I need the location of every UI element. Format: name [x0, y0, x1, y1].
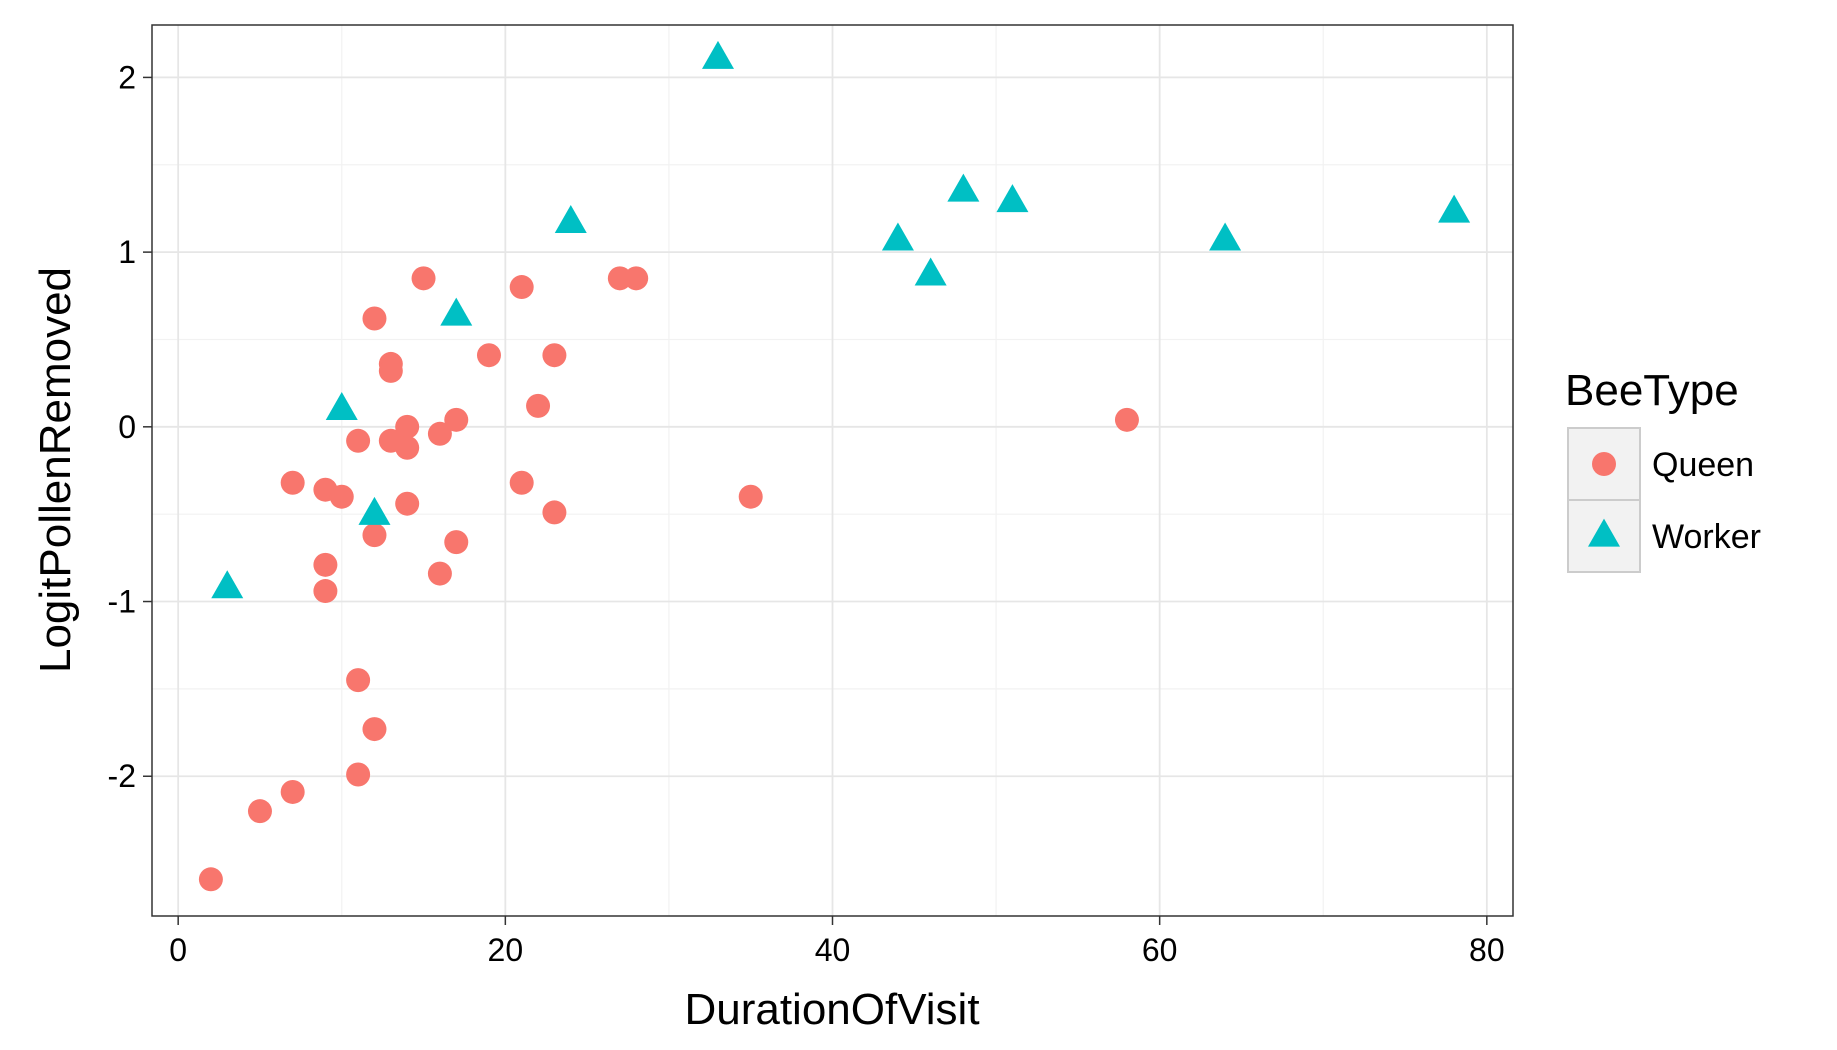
worker-point — [881, 222, 914, 251]
y-axis: -2 -1 0 1 2 — [108, 59, 152, 794]
queen-point — [313, 579, 338, 604]
worker-point — [440, 297, 473, 326]
queen-point — [1114, 407, 1139, 432]
queen-point — [346, 762, 371, 787]
queen-point — [280, 779, 305, 804]
queen-point — [526, 393, 551, 418]
queen-point — [247, 799, 272, 824]
x-tick-label: 40 — [815, 932, 851, 968]
x-tick-label: 20 — [488, 932, 524, 968]
worker-point — [358, 496, 391, 525]
worker-point — [996, 184, 1029, 213]
queen-point — [329, 484, 354, 509]
worker-point — [914, 257, 947, 286]
y-tick-label: -2 — [108, 758, 136, 794]
queen-point — [395, 414, 420, 439]
queen-point — [362, 717, 387, 742]
legend-key-queen — [1592, 452, 1616, 476]
queen-point — [427, 561, 452, 586]
queen-point — [346, 668, 371, 693]
y-axis-title: LogitPollenRemoved — [31, 267, 80, 673]
worker-point — [554, 205, 587, 234]
queen-point — [542, 343, 567, 368]
x-axis: 0 20 40 60 80 — [169, 916, 1505, 968]
queen-point — [509, 470, 534, 495]
queen-point — [444, 530, 469, 555]
x-axis-title: DurationOfVisit — [684, 985, 979, 1034]
legend-label: Queen — [1652, 446, 1754, 484]
queen-point — [395, 435, 420, 460]
legend: BeeType Queen Worker — [1565, 366, 1761, 573]
queen-point — [280, 470, 305, 495]
worker-point — [325, 391, 358, 420]
queen-point — [509, 275, 534, 300]
legend-label: Worker — [1652, 518, 1761, 556]
queen-point — [346, 428, 371, 453]
legend-title: BeeType — [1565, 366, 1739, 415]
worker-point — [1209, 222, 1242, 251]
queen-point — [362, 306, 387, 331]
queen-point — [411, 266, 436, 291]
y-tick-label: 2 — [118, 59, 136, 95]
legend-key-worker — [1588, 518, 1620, 547]
worker-point — [1438, 194, 1471, 223]
queen-point — [738, 484, 763, 509]
queen-point — [476, 343, 501, 368]
worker-point — [211, 570, 244, 599]
queen-point — [624, 266, 649, 291]
x-tick-label: 60 — [1142, 932, 1178, 968]
x-tick-label: 0 — [169, 932, 187, 968]
worker-point — [701, 40, 734, 69]
queen-point — [395, 491, 420, 516]
queen-point — [198, 867, 223, 892]
worker-point — [947, 173, 980, 202]
y-tick-label: -1 — [108, 584, 136, 620]
queen-point — [313, 552, 338, 577]
y-tick-label: 0 — [118, 409, 136, 445]
queen-point — [378, 358, 403, 383]
queen-point — [542, 500, 567, 525]
queen-point — [362, 523, 387, 548]
y-tick-label: 1 — [118, 234, 136, 270]
data-points — [198, 40, 1471, 892]
x-tick-label: 80 — [1469, 932, 1505, 968]
queen-point — [444, 407, 469, 432]
major-gridlines — [152, 25, 1513, 916]
queen-point — [427, 421, 452, 446]
